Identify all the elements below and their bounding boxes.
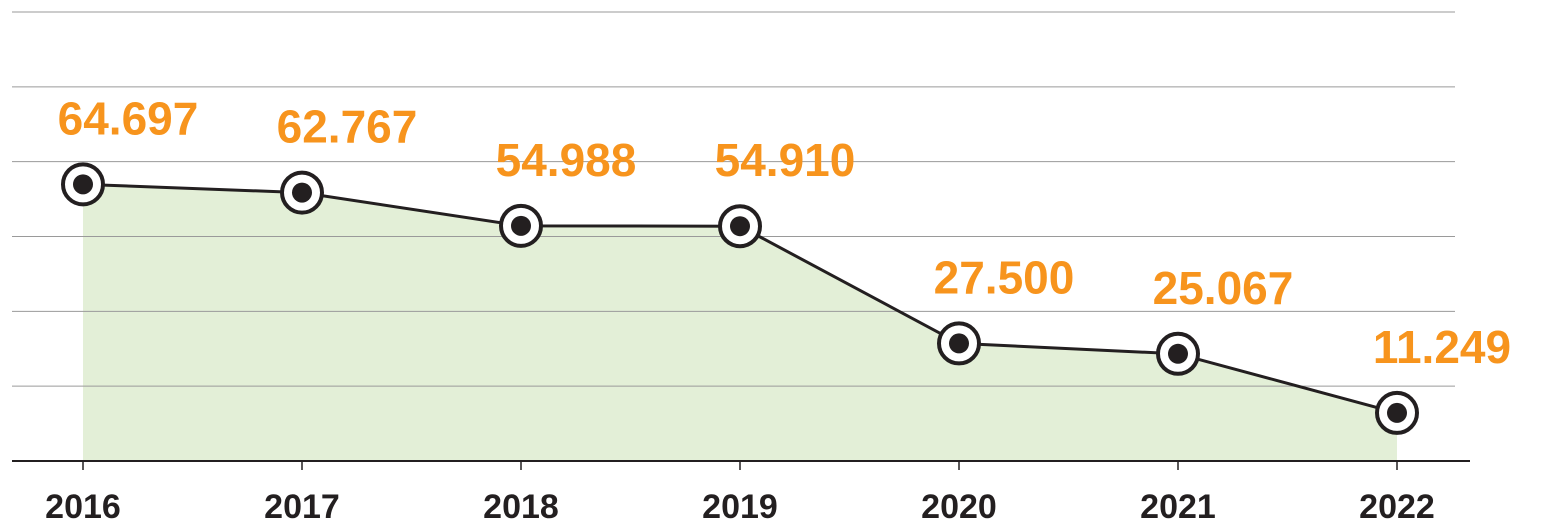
x-tick-label: 2019 <box>702 488 778 526</box>
x-tick-label: 2022 <box>1359 488 1435 526</box>
x-tick-label: 2021 <box>1140 488 1216 526</box>
value-label: 11.249 <box>1373 321 1511 373</box>
value-label: 25.067 <box>1153 262 1294 314</box>
value-label: 64.697 <box>58 92 199 144</box>
marker <box>1168 343 1188 364</box>
marker <box>730 216 750 237</box>
marker <box>292 182 312 203</box>
value-label: 54.910 <box>715 134 856 186</box>
marker <box>73 174 93 195</box>
x-tick-label: 2016 <box>45 488 121 526</box>
x-tick-label: 2017 <box>264 488 340 526</box>
area <box>83 184 1397 461</box>
marker <box>949 333 969 354</box>
x-tick-label: 2020 <box>921 488 997 526</box>
value-label: 27.500 <box>934 251 1075 303</box>
marker <box>511 215 531 236</box>
value-label: 62.767 <box>277 101 418 153</box>
x-tick-label: 2018 <box>483 488 559 526</box>
value-label: 54.988 <box>496 134 637 186</box>
marker <box>1387 402 1407 423</box>
